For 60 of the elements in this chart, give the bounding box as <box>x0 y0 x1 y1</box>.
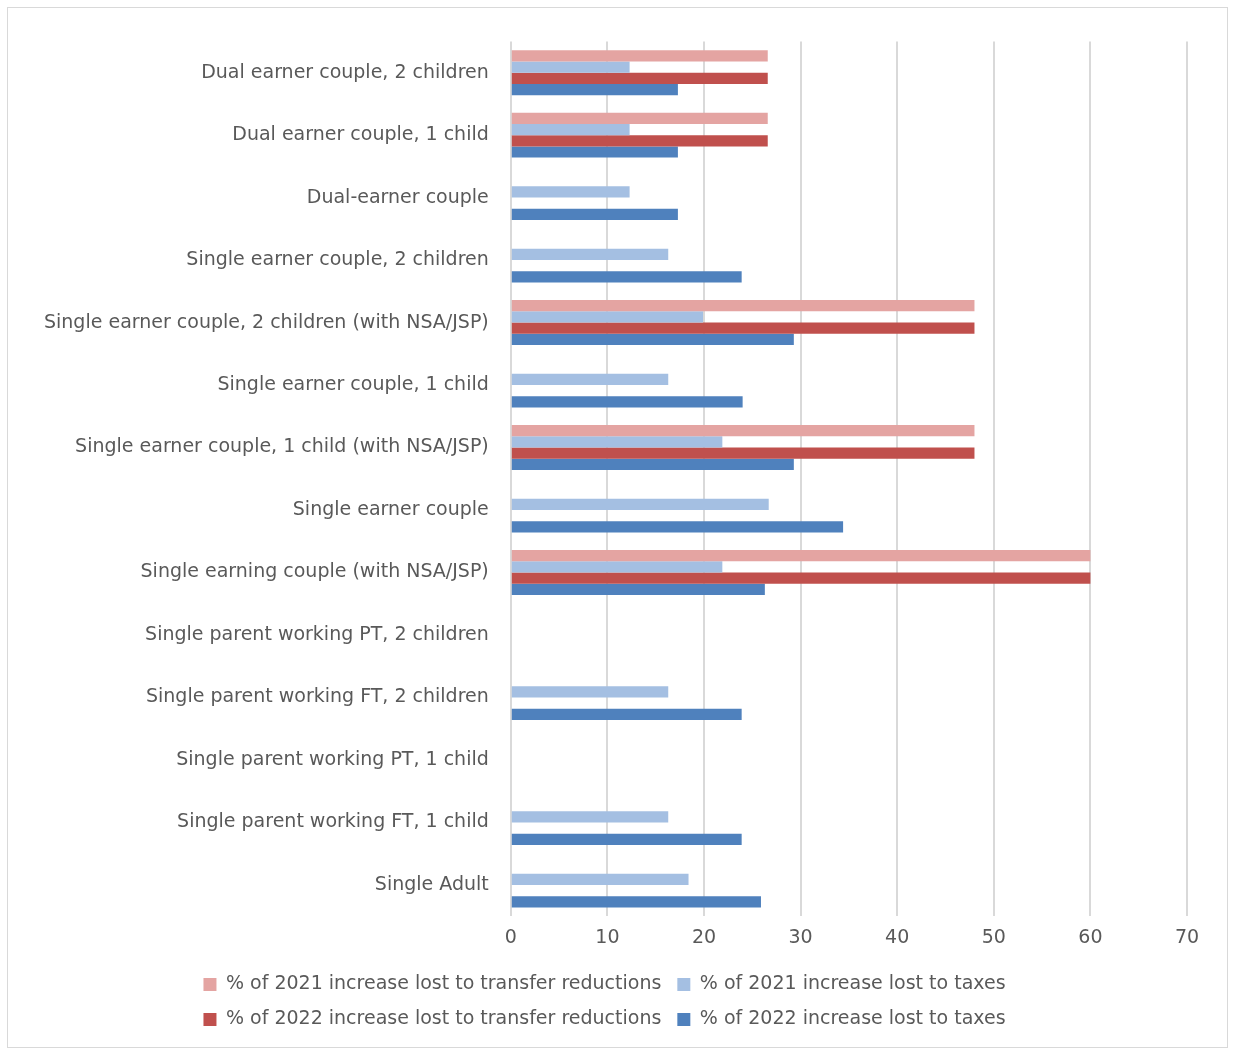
bar <box>511 583 765 596</box>
bar <box>511 436 723 448</box>
y-tick-label: Single earner couple <box>292 496 489 519</box>
bar <box>511 112 768 124</box>
y-tick-label: Single parent working FT, 2 children <box>145 684 489 707</box>
bar <box>511 300 975 312</box>
bar <box>511 146 678 158</box>
bar <box>511 561 723 573</box>
bar <box>511 686 669 698</box>
bar <box>511 550 1091 562</box>
y-tick-label: Dual earner couple, 2 children <box>201 59 489 82</box>
bar <box>511 521 844 533</box>
bar <box>511 271 742 283</box>
bar <box>511 396 743 408</box>
x-tick-label: 70 <box>1174 924 1200 947</box>
y-tick-label: Single earner couple, 1 child <box>217 372 489 395</box>
bar <box>511 311 704 323</box>
bar <box>511 873 689 885</box>
x-tick-label: 10 <box>595 924 620 947</box>
x-tick-label: 50 <box>981 924 1006 947</box>
bar <box>511 135 768 147</box>
bar <box>511 811 669 823</box>
bar <box>511 186 630 198</box>
bar <box>511 333 794 346</box>
bar <box>511 425 975 437</box>
bar <box>511 72 768 84</box>
legend-label: % of 2021 increase lost to transfer reductions <box>225 971 662 994</box>
bar <box>511 833 742 845</box>
y-tick-label: Single parent working FT, 1 child <box>177 809 489 832</box>
bar <box>511 322 975 334</box>
bar <box>511 572 1091 584</box>
bar <box>511 896 761 908</box>
x-tick-label: 60 <box>1078 924 1103 947</box>
x-tick-label: 40 <box>885 924 910 947</box>
y-tick-label: Single parent working PT, 2 children <box>145 621 489 644</box>
bar <box>511 458 794 471</box>
y-tick-label: Dual earner couple, 1 child <box>232 122 489 145</box>
bar <box>511 447 975 459</box>
y-tick-label: Single parent working PT, 1 child <box>176 746 489 769</box>
y-tick-label: Single earner couple, 1 child (with NSA/JSP) <box>75 434 489 457</box>
bar <box>511 61 630 73</box>
x-tick-label: 20 <box>691 924 717 947</box>
bar <box>511 708 742 720</box>
bar <box>511 498 769 511</box>
bar <box>511 208 678 221</box>
legend-label: % of 2021 increase lost to taxes <box>699 971 1006 994</box>
legend-label: % of 2022 increase lost to taxes <box>699 1006 1006 1029</box>
bar <box>511 123 630 136</box>
legend-label: % of 2022 increase lost to transfer reductions <box>225 1006 662 1029</box>
bar <box>511 50 768 62</box>
y-tick-label: Dual-earner couple <box>306 184 489 207</box>
y-tick-label: Single earning couple (with NSA/JSP) <box>140 559 489 582</box>
bar <box>511 83 678 96</box>
bar <box>511 248 669 261</box>
y-tick-label: Single earner couple, 2 children <box>186 247 489 270</box>
y-tick-label: Single Adult <box>374 871 489 894</box>
y-tick-label: Single earner couple, 2 children (with NSA/JSP) <box>43 309 489 332</box>
x-tick-label: 0 <box>504 924 517 947</box>
x-tick-label: 30 <box>788 924 813 947</box>
bar <box>511 373 669 386</box>
